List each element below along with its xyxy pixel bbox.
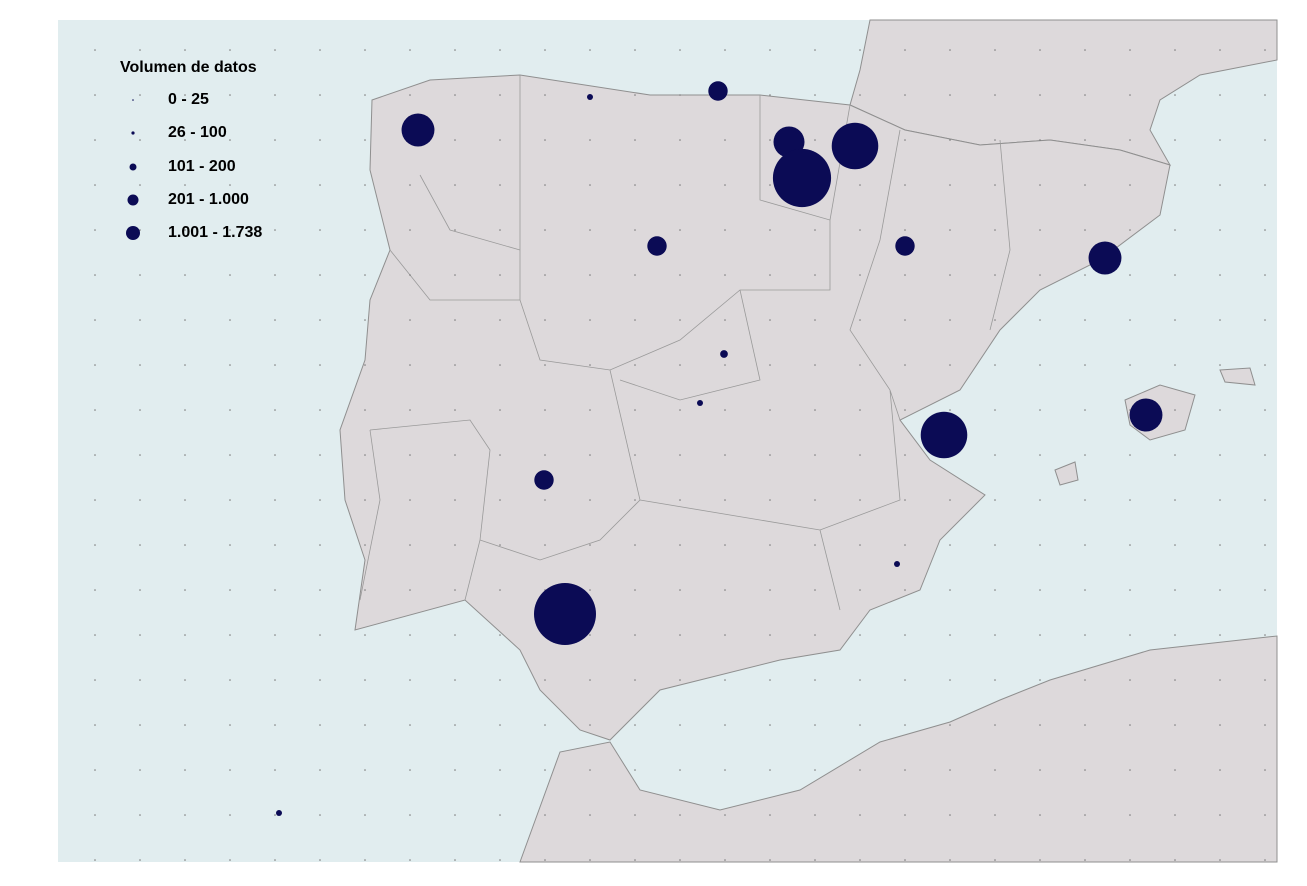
data-circle xyxy=(920,411,968,459)
legend-label: 1.001 - 1.738 xyxy=(168,224,262,241)
legend-symbol xyxy=(132,99,134,101)
data-circle xyxy=(1088,241,1122,275)
data-circle xyxy=(720,350,728,358)
graticule-dots xyxy=(58,20,1277,862)
legend-label: 101 - 200 xyxy=(168,158,236,175)
legend: Volumen de datos 0 - 25 26 - 100 101 - 2… xyxy=(120,59,262,241)
data-circle xyxy=(831,122,879,170)
data-circle xyxy=(534,583,596,645)
legend-label: 201 - 1.000 xyxy=(168,191,249,208)
data-circle xyxy=(697,400,703,406)
data-circle xyxy=(894,561,900,567)
legend-symbol xyxy=(131,131,135,135)
legend-label: 0 - 25 xyxy=(168,91,209,108)
points xyxy=(276,81,1163,816)
data-circle xyxy=(895,236,915,256)
data-circle xyxy=(587,94,593,100)
data-circle xyxy=(708,81,728,101)
legend-symbol xyxy=(129,163,137,171)
data-circle xyxy=(401,113,435,147)
legend-label: 26 - 100 xyxy=(168,124,227,141)
data-circle xyxy=(276,810,282,816)
legend-symbol xyxy=(126,226,140,240)
legend-title: Volumen de datos xyxy=(120,59,257,76)
legend-symbol xyxy=(127,194,139,206)
data-circle xyxy=(534,470,554,490)
data-circle xyxy=(647,236,667,256)
data-circle xyxy=(772,148,832,208)
data-circle xyxy=(1129,398,1163,432)
